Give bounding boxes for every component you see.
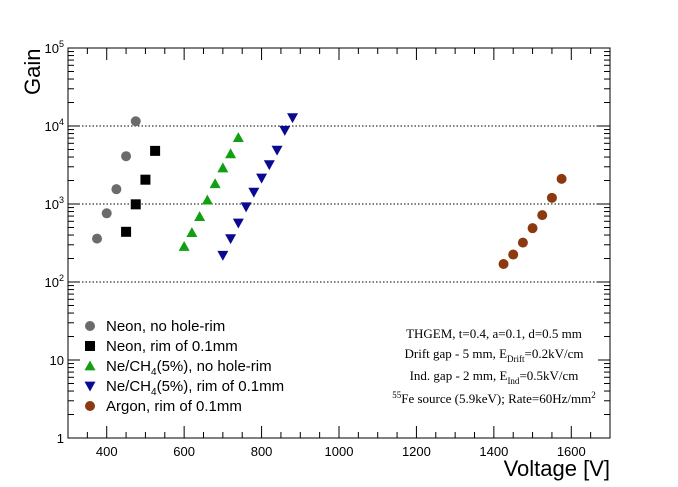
data-point-series-4 [556,173,567,184]
y-tick-label: 1 [57,431,64,446]
data-point-series-4 [546,192,557,203]
data-point-series-1 [130,199,141,210]
data-point-series-4 [537,210,548,221]
x-tick-label: 1400 [479,444,508,459]
y-tick-label: 104 [45,117,64,134]
legend-marker-0 [85,321,95,331]
legend-marker-1 [85,341,95,351]
data-point-series-3 [217,250,229,261]
data-point-series-3 [263,160,275,171]
y-tick-label-base: 10 [45,275,59,290]
data-point-series-2 [186,227,198,237]
legend-marker-2 [84,360,96,371]
legend-label-part: Ne/CH [106,358,151,375]
data-point-series-1 [140,174,151,185]
data-point-series-3 [256,173,268,184]
legend-marker-3 [84,381,96,392]
data-point-series-3 [232,218,244,229]
data-point-series-2 [225,148,237,159]
legend-label-part: Ne/CH [106,378,151,395]
data-point-series-1 [150,145,161,156]
y-axis-label: Gain [20,49,45,95]
data-point-series-3 [271,145,283,156]
y-tick-label-base: 10 [45,119,59,134]
data-point-series-4 [527,223,538,234]
data-point-series-2 [201,194,213,205]
data-point-series-3 [279,125,291,136]
y-tick-label-base: 10 [45,41,59,56]
grid-lines [68,125,610,283]
y-tick-label: 10 [50,353,64,368]
legend-label-0: Neon, no hole-rim [106,318,225,335]
data-markers [92,113,567,270]
data-point-series-3 [225,234,237,245]
annotation-line-1: THGEM, t=0.4, a=0.1, d=0.5 mm [406,326,582,341]
data-point-series-4 [498,259,509,270]
x-tick-label: 1000 [325,444,354,459]
x-tick-label: 800 [251,444,273,459]
legend-label-4: Argon, rim of 0.1mm [106,398,242,415]
data-point-series-3 [240,202,252,213]
y-tick-label-exponent: 3 [59,195,64,205]
data-point-series-2 [209,178,221,189]
legend-label-2: Ne/CH4(5%), no hole-rim [106,358,272,378]
experiment-annotation: THGEM, t=0.4, a=0.1, d=0.5 mm Drift gap … [392,326,596,406]
data-point-series-3 [248,187,260,198]
data-point-series-3 [287,113,299,124]
legend-label-subscript: 4 [151,367,157,378]
x-axis-label: Voltage [V] [504,456,610,481]
data-point-series-2 [194,211,206,221]
x-tick-label: 400 [96,444,118,459]
legend-label-part: (5%), rim of 0.1mm [157,378,285,395]
legend-label-3: Ne/CH4(5%), rim of 0.1mm [106,378,284,398]
annotation-line-4: 55Fe source (5.9keV); Rate=60Hz/mm2 [392,390,596,406]
data-point-series-4 [508,249,519,260]
legend-label-1: Neon, rim of 0.1mm [106,338,238,355]
data-point-series-4 [517,237,528,248]
x-tick-label: 600 [173,444,195,459]
y-tick-label-exponent: 2 [59,273,64,283]
data-point-series-0 [121,151,132,162]
y-tick-label-base: 10 [45,197,59,212]
legend-marker-4 [85,401,95,411]
y-tick-label: 105 [45,39,64,56]
data-point-series-0 [130,116,141,127]
data-point-series-0 [101,208,112,219]
legend-label-part: (5%), no hole-rim [157,358,272,375]
y-tick-label: 102 [45,273,64,290]
legend: Neon, no hole-rim Neon, rim of 0.1mm Ne/CH… [84,318,284,415]
y-tick-label-exponent: 4 [59,117,64,127]
annotation-line-2: Drift gap - 5 mm, EDrift=0.2kV/cm [404,346,583,364]
annotation-line-3: Ind. gap - 2 mm, EInd=0.5kV/cm [410,368,579,386]
data-point-series-0 [92,233,103,244]
data-point-series-1 [121,226,132,237]
data-point-series-2 [217,162,229,173]
legend-label-subscript: 4 [151,387,157,398]
x-tick-label: 1200 [402,444,431,459]
data-point-series-2 [178,241,190,251]
data-point-series-2 [232,132,244,143]
data-point-series-0 [111,184,122,195]
y-tick-label-exponent: 5 [59,39,64,49]
y-tick-label: 103 [45,195,64,212]
x-tick-label: 1600 [557,444,586,459]
